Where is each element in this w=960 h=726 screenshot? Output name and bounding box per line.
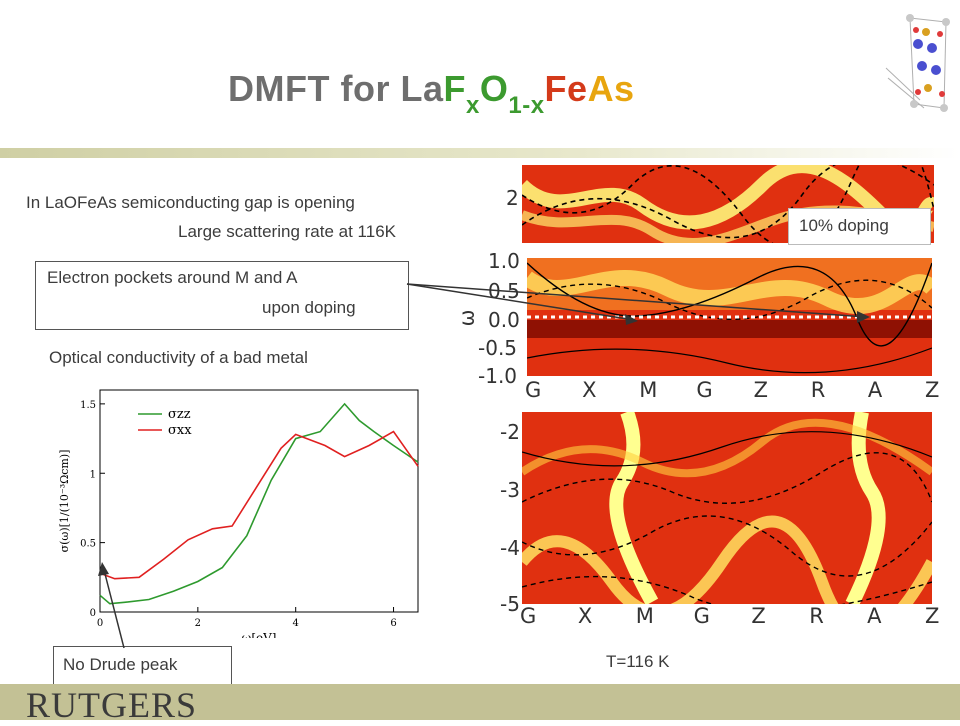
drude-arrow bbox=[98, 562, 125, 649]
band-tick-1: 1.0 bbox=[488, 249, 520, 273]
kpoint-label-g: G bbox=[693, 604, 710, 628]
x-tick-label: 4 bbox=[293, 618, 299, 629]
series-line-σxx bbox=[99, 430, 419, 580]
kpoint-label-z: Z bbox=[925, 604, 940, 628]
kpoint-label-x: X bbox=[577, 604, 593, 628]
kpoint-label-g: G bbox=[525, 378, 542, 402]
drude-callout: No Drude peak bbox=[53, 646, 232, 685]
band-tick-neg5: -5 bbox=[500, 592, 520, 616]
gap-text: In LaOFeAs semiconducting gap is opening bbox=[26, 193, 355, 212]
band-tick-neg3: -3 bbox=[500, 478, 520, 502]
rutgers-logo: RUTGERS bbox=[26, 684, 197, 726]
kpoint-label-g: G bbox=[520, 604, 537, 628]
kpoint-label-z: Z bbox=[753, 378, 768, 402]
band-tick-neg0_5: -0.5 bbox=[478, 336, 518, 360]
legend-label: σzz bbox=[168, 407, 191, 422]
kpoint-label-x: X bbox=[582, 378, 597, 402]
y-tick-label: 0.5 bbox=[80, 539, 96, 550]
pocket-line1: Electron pockets around M and A bbox=[47, 268, 298, 287]
y-axis-label: σ(ω)[1/(10⁻³Ωcm)] bbox=[58, 450, 71, 553]
omega-axis-label: ω bbox=[454, 309, 479, 327]
band-tick-neg4: -4 bbox=[500, 536, 520, 560]
drude-label: No Drude peak bbox=[63, 655, 178, 674]
plot-frame bbox=[99, 389, 419, 613]
crystal-structure-icon bbox=[885, 14, 950, 112]
kpoint-label-a: A bbox=[867, 378, 883, 402]
y-tick-label: 0 bbox=[90, 608, 96, 619]
scattering-text: Large scattering rate at 116K bbox=[178, 222, 396, 241]
kpoint-label-r: R bbox=[810, 378, 826, 402]
page-title: DMFT for LaFxO1-xFeAs bbox=[228, 68, 635, 119]
x-tick-label: 2 bbox=[195, 618, 201, 629]
band-panel-middle bbox=[527, 258, 932, 376]
doping-label-box: 10% doping bbox=[788, 208, 931, 245]
doping-label: 10% doping bbox=[799, 216, 889, 235]
logo-text: RUTGERS bbox=[26, 685, 198, 725]
x-tick-label: 0 bbox=[97, 618, 103, 629]
band-top-tick: 2 bbox=[506, 186, 519, 210]
temperature-label: T=116 K bbox=[606, 652, 670, 671]
band-tick-neg1: -1.0 bbox=[478, 364, 518, 388]
kpoint-label-g: G bbox=[696, 378, 713, 402]
y-tick-label: 1.5 bbox=[80, 400, 96, 411]
kpoint-label-z: Z bbox=[925, 378, 940, 402]
x-tick-label: 6 bbox=[390, 618, 396, 629]
band-tick-neg2: -2 bbox=[500, 420, 520, 444]
band-tick-0_5: 0.5 bbox=[488, 279, 520, 303]
band-middle-svg bbox=[527, 258, 932, 374]
footer-bar bbox=[0, 684, 960, 720]
kpoint-label-z: Z bbox=[751, 604, 766, 628]
kpoint-label-m: M bbox=[639, 378, 658, 402]
kpoint-label-r: R bbox=[809, 604, 824, 628]
band-tick-0: 0.0 bbox=[488, 308, 520, 332]
series-line-σzz bbox=[99, 402, 419, 605]
legend-label: σxx bbox=[168, 423, 192, 438]
optical-caption: Optical conductivity of a bad metal bbox=[49, 348, 308, 367]
kpoint-label-m: M bbox=[635, 604, 654, 628]
band-bottom-svg bbox=[522, 412, 932, 604]
band-panel-bottom bbox=[522, 412, 932, 604]
x-axis-label: ω[eV] bbox=[242, 631, 277, 638]
pocket-line2: upon doping bbox=[262, 298, 356, 317]
kpoint-label-a: A bbox=[867, 604, 882, 628]
y-tick-label: 1 bbox=[90, 469, 96, 480]
pocket-callout: Electron pockets around M and A upon dop… bbox=[35, 261, 409, 330]
header-divider bbox=[0, 148, 960, 158]
